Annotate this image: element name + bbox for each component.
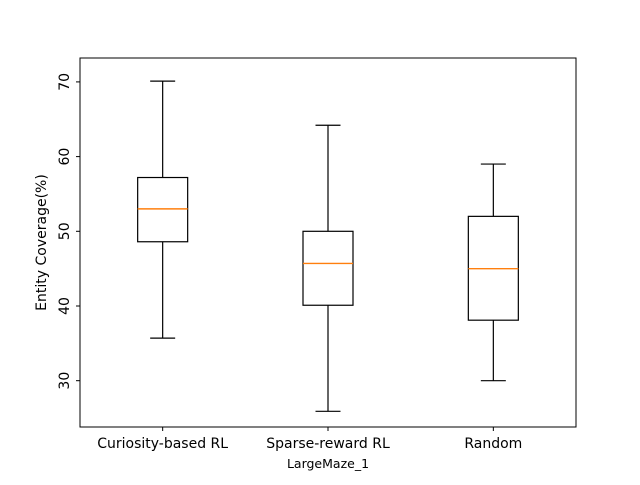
box-group <box>467 163 519 382</box>
y-tick-label: 60 <box>57 148 73 166</box>
x-axis-label: LargeMaze_1 <box>287 456 369 471</box>
y-tick-label: 50 <box>57 222 73 240</box>
box-group <box>137 80 189 339</box>
y-tick-label: 40 <box>57 297 73 315</box>
x-tick-label: Sparse-reward RL <box>266 436 390 452</box>
x-tick-label: Curiosity-based RL <box>97 436 228 452</box>
box-iqr <box>302 230 354 306</box>
x-tick-label: Random <box>464 436 522 452</box>
y-axis-label: Entity Coverage(%) <box>34 174 50 311</box>
box-group <box>302 124 354 412</box>
box-iqr <box>137 176 189 243</box>
y-tick-label: 30 <box>57 372 73 390</box>
y-tick-label: 70 <box>57 73 73 91</box>
